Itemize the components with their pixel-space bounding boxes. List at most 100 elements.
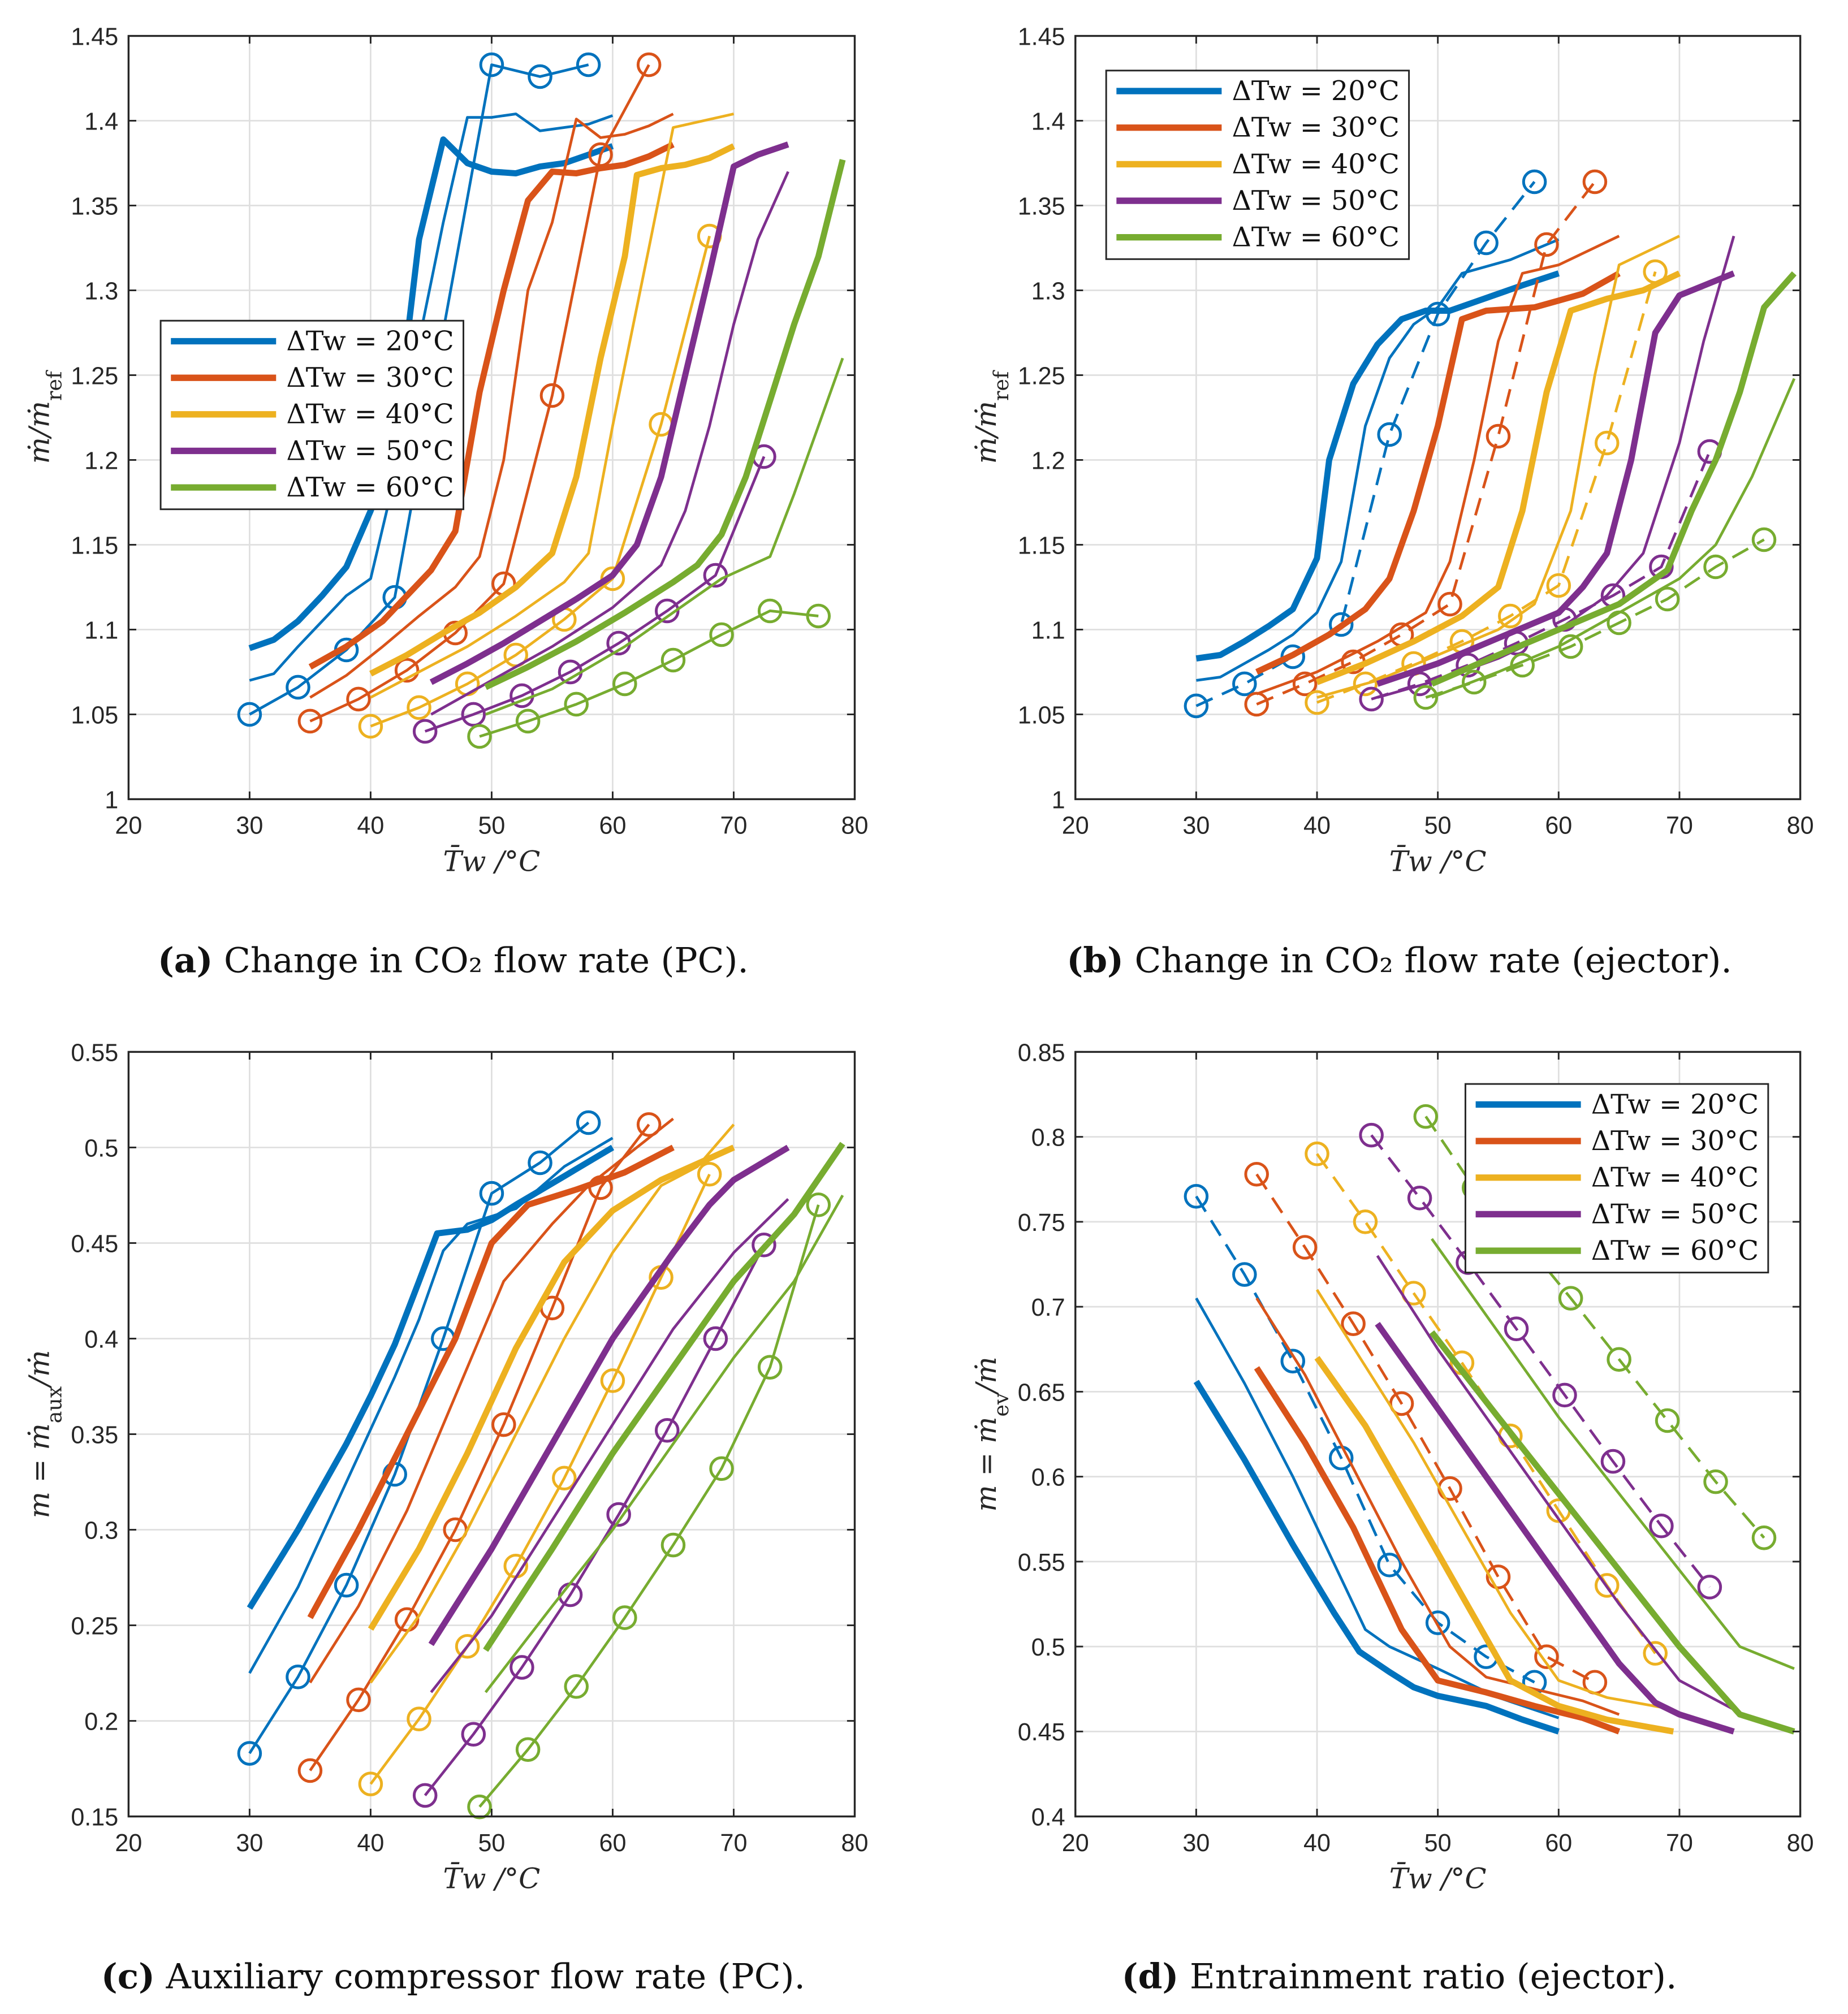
y-axis-label-part: m = ṁ (970, 1416, 1003, 1511)
data-point-marker (1353, 671, 1378, 697)
y-tick-label: 1.05 (71, 702, 118, 729)
data-point-marker (1328, 612, 1354, 637)
data-point-marker (600, 1368, 625, 1393)
y-tick-label: 1.25 (1018, 362, 1065, 390)
x-tick-label: 80 (841, 812, 869, 840)
data-point-marker (510, 1655, 534, 1680)
series-line-dT40-marker (370, 235, 711, 728)
series-line-dT50-thick (429, 141, 789, 685)
y-tick-label: 1.15 (71, 532, 118, 559)
y-tick-label: 1.45 (71, 23, 118, 50)
series-line-dT30-marker (309, 64, 650, 723)
data-point-marker (1486, 1564, 1511, 1589)
data-point-marker (1649, 1513, 1674, 1538)
subfigure-caption: (d) Entrainment ratio (ejector). (1122, 1956, 1677, 1997)
series-line-dT40-thin (370, 113, 735, 699)
legend-entry-label: ΔTw = 30°C (286, 362, 454, 394)
y-axis-label-part: /ṁ (23, 1350, 56, 1389)
x-tick-label: 20 (1062, 812, 1089, 840)
data-point-marker (334, 1572, 359, 1598)
x-tick-label: 30 (1182, 812, 1210, 840)
data-point-marker (467, 1794, 492, 1819)
data-point-marker (1359, 1122, 1384, 1148)
data-point-marker (1461, 669, 1487, 695)
data-point-marker (757, 598, 783, 624)
data-point-marker (1534, 232, 1559, 257)
x-tick-label: 60 (1545, 812, 1572, 840)
series-line-dT30-thin (1255, 1297, 1620, 1716)
data-point-marker (1552, 1382, 1577, 1408)
data-point-marker (612, 1605, 637, 1630)
data-point-marker (1594, 1573, 1620, 1598)
y-tick-label: 1.4 (1031, 108, 1065, 135)
data-point-marker (1305, 1141, 1329, 1166)
legend-entry-label: ΔTw = 60°C (1591, 1235, 1759, 1267)
data-point-marker (237, 1741, 262, 1766)
x-tick-label: 20 (115, 1830, 142, 1857)
data-point-marker (515, 708, 541, 734)
legend-entry-label: ΔTw = 30°C (1232, 113, 1400, 144)
y-tick-label: 1.15 (1018, 532, 1065, 559)
data-point-marker (1607, 610, 1631, 636)
y-tick-label: 0.15 (71, 1804, 118, 1831)
series-line-dT50-marker (1370, 1134, 1711, 1588)
chart-panel-b: 20 30 40 50 60 70 80 1 1.05 1.1 1.15 1.2 1.25 1.3 1.35… (970, 23, 1814, 980)
x-tick-label: 40 (1303, 1830, 1331, 1857)
x-axis-label: T̄w /°C (443, 1862, 541, 1895)
y-axis-label-part: ṁ/ṁ (23, 401, 56, 464)
series-line-dT60-thin (485, 357, 844, 716)
series-line-dT60-thin (1431, 378, 1796, 699)
data-point-marker (1510, 652, 1535, 678)
data-point-marker (528, 64, 552, 89)
data-point-marker (1437, 591, 1462, 617)
x-tick-label: 80 (1787, 1830, 1814, 1857)
series-line-dT40-thin (1315, 1289, 1674, 1711)
series-line-dT30-marker (309, 1123, 650, 1771)
legend-entry-label: ΔTw = 50°C (1232, 185, 1400, 217)
y-tick-label: 0.5 (84, 1135, 118, 1162)
data-point-marker (1292, 1235, 1318, 1260)
series-line-dT60-thick (1430, 271, 1797, 687)
data-point-marker (660, 647, 686, 673)
data-point-marker (286, 1665, 310, 1689)
data-point-marker (1232, 671, 1257, 697)
y-axis-label-part: m = ṁ (23, 1423, 56, 1518)
series-line-dT20-thin (249, 113, 614, 682)
data-point-marker (1558, 1286, 1583, 1311)
y-tick-label: 0.6 (1031, 1464, 1065, 1492)
data-point-marker (1607, 1347, 1631, 1372)
data-point-marker (1184, 1184, 1209, 1209)
data-point-marker (237, 702, 262, 727)
data-point-marker (1389, 1391, 1414, 1416)
y-axis-label: ṁ/ṁref (970, 370, 1013, 464)
y-tick-label: 0.65 (1018, 1379, 1065, 1406)
caption-tag: (d) (1122, 1956, 1179, 1997)
series-line-dT40-thick (1314, 1356, 1674, 1735)
data-point-marker (636, 1112, 662, 1137)
data-point-marker (491, 1412, 516, 1437)
data-point-marker (703, 1326, 728, 1351)
data-point-marker (606, 1502, 631, 1527)
series-line-dT50-thick (1376, 270, 1735, 687)
data-point-marker (1359, 686, 1384, 712)
data-point-marker (1600, 1449, 1626, 1474)
data-point-marker (757, 1355, 783, 1380)
caption-tag: (c) (101, 1956, 155, 1997)
y-tick-label: 0.4 (84, 1326, 118, 1353)
caption-text: Auxiliary compressor flow rate (PC). (155, 1957, 805, 1997)
series-line-dT60-thick (1429, 1330, 1795, 1735)
legend-entry-label: ΔTw = 40°C (1232, 149, 1400, 180)
data-point-marker (1546, 573, 1571, 598)
data-point-marker (1413, 685, 1439, 710)
data-point-marker (552, 1466, 577, 1491)
x-axis-label: T̄w /°C (443, 844, 541, 878)
data-point-marker (697, 1161, 722, 1187)
x-tick-label: 70 (720, 1830, 747, 1857)
y-tick-label: 0.7 (1031, 1294, 1065, 1321)
x-tick-label: 30 (236, 1830, 263, 1857)
data-point-marker (1558, 634, 1583, 659)
data-point-marker (1292, 671, 1318, 697)
y-tick-label: 0.5 (1031, 1634, 1065, 1661)
y-tick-label: 0.2 (84, 1708, 118, 1735)
